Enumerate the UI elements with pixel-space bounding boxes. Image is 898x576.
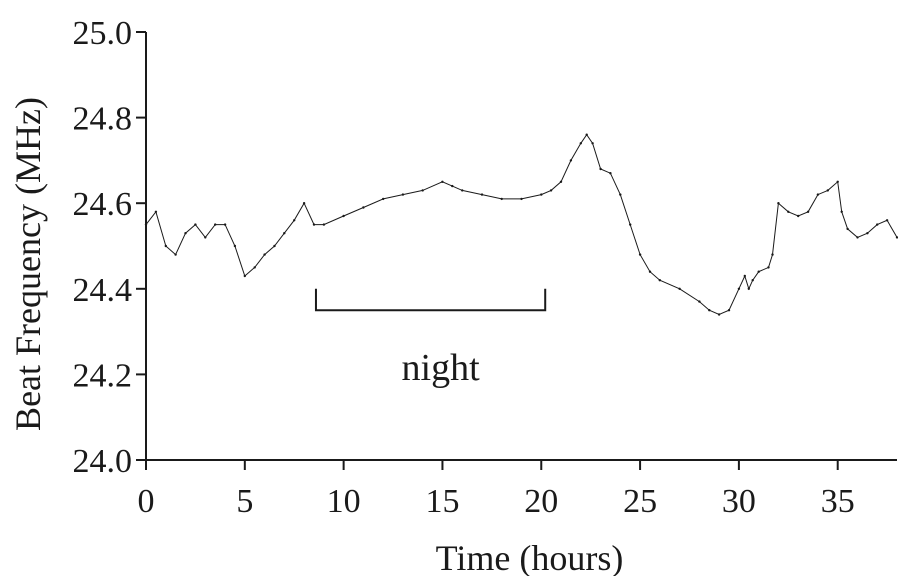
data-point <box>322 223 326 226</box>
data-point <box>836 180 839 183</box>
x-axis-ticks: 0 5 10 15 20 25 30 35 <box>138 460 855 520</box>
data-point <box>856 236 859 239</box>
data-point <box>451 184 454 188</box>
y-axis-title: Beat Frequency (MHz) <box>8 97 48 431</box>
data-point <box>382 197 385 201</box>
y-tick-label: 24.0 <box>73 443 133 480</box>
series-layer <box>144 133 898 316</box>
y-tick-label: 24.2 <box>73 357 133 394</box>
x-tick-label: 5 <box>236 483 253 520</box>
data-point <box>283 232 286 235</box>
data-point <box>678 287 681 290</box>
data-point <box>401 193 405 196</box>
data-point <box>816 193 820 196</box>
data-point <box>846 227 849 231</box>
data-point <box>164 244 167 248</box>
data-point <box>174 253 177 256</box>
data-point <box>747 287 750 290</box>
data-point <box>717 313 721 316</box>
x-tick-label: 15 <box>425 483 459 520</box>
data-point <box>253 266 256 269</box>
data-point <box>638 253 642 256</box>
x-tick-label: 25 <box>623 483 657 520</box>
data-point <box>520 197 523 201</box>
data-point <box>866 232 869 235</box>
data-point <box>737 287 741 290</box>
y-tick-label: 24.8 <box>73 101 133 138</box>
data-point <box>362 206 365 209</box>
data-point <box>840 210 843 213</box>
data-point <box>441 180 444 183</box>
series-line <box>145 133 898 316</box>
annotation-layer: night <box>314 288 547 389</box>
data-point <box>569 159 573 162</box>
data-point <box>727 309 731 312</box>
data-point <box>480 193 484 196</box>
data-point <box>658 279 661 282</box>
data-point <box>342 214 345 218</box>
data-point <box>895 236 898 239</box>
x-tick-label: 20 <box>524 483 558 520</box>
data-point <box>599 167 602 171</box>
data-point <box>540 193 543 196</box>
data-point <box>767 266 770 269</box>
data-point <box>184 232 187 235</box>
data-point <box>591 142 594 145</box>
x-tick-label: 30 <box>722 483 756 520</box>
data-point <box>579 142 582 145</box>
data-point <box>609 172 612 175</box>
data-point <box>629 223 632 226</box>
data-point <box>204 236 207 239</box>
data-point <box>263 253 266 256</box>
data-point <box>500 197 503 201</box>
data-point <box>302 202 306 205</box>
x-tick-label: 35 <box>821 483 855 520</box>
data-point <box>273 244 276 248</box>
data-point <box>648 270 652 273</box>
data-point <box>421 189 424 192</box>
data-point <box>787 210 790 213</box>
data-point <box>549 189 553 192</box>
night-label: night <box>402 347 481 389</box>
data-point <box>461 189 464 192</box>
data-point <box>743 274 746 278</box>
data-point <box>194 223 197 226</box>
data-point <box>797 214 800 218</box>
data-point <box>876 223 879 226</box>
data-point <box>751 279 754 282</box>
data-point <box>757 270 760 273</box>
data-point <box>777 202 780 205</box>
x-axis-title: Time (hours) <box>436 538 624 576</box>
data-point <box>698 300 701 303</box>
data-point <box>214 223 217 226</box>
night-bracket <box>314 288 547 312</box>
data-point <box>806 210 810 213</box>
data-point <box>312 223 316 226</box>
data-point <box>885 219 889 222</box>
data-point <box>826 189 829 192</box>
y-tick-label: 24.4 <box>73 272 133 309</box>
data-point <box>771 253 774 256</box>
data-point <box>223 223 227 226</box>
data-point <box>233 244 237 248</box>
data-point <box>154 210 158 213</box>
data-point <box>243 274 246 278</box>
x-tick-label: 10 <box>327 483 361 520</box>
data-point <box>293 219 296 222</box>
data-point <box>585 133 588 136</box>
data-point <box>708 309 711 312</box>
data-point <box>619 193 622 196</box>
data-point <box>559 180 563 183</box>
y-tick-label: 25.0 <box>73 15 133 52</box>
y-axis-ticks: 24.0 24.2 24.4 24.6 24.8 25.0 <box>73 15 146 480</box>
y-tick-label: 24.6 <box>73 186 133 223</box>
x-tick-label: 0 <box>138 483 155 520</box>
